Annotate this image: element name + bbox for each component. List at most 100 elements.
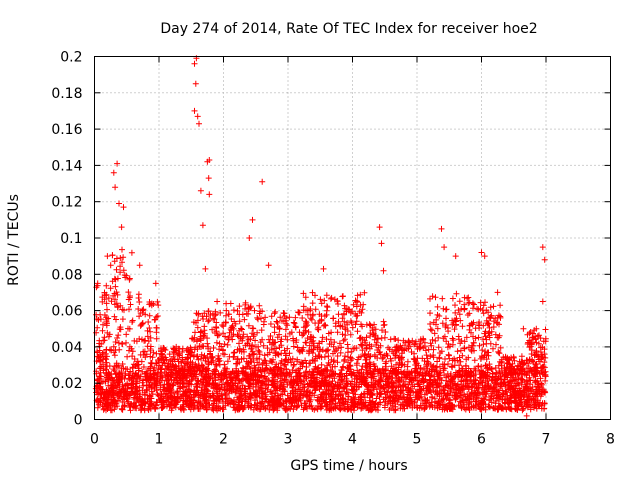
data-point [153, 324, 160, 331]
data-point [136, 313, 143, 320]
data-point [376, 224, 383, 231]
data-point [101, 337, 108, 344]
data-point [284, 322, 291, 329]
data-point [339, 378, 346, 385]
data-point [441, 405, 448, 412]
data-point [129, 317, 136, 324]
data-point [515, 380, 522, 387]
data-point [97, 384, 104, 391]
data-point [280, 399, 287, 405]
data-point [462, 396, 469, 403]
data-point [119, 246, 125, 253]
data-point [258, 400, 264, 407]
data-point [201, 398, 208, 405]
data-point [128, 249, 135, 256]
data-point [456, 392, 463, 399]
data-point [140, 382, 147, 389]
data-point [95, 376, 101, 383]
data-point [314, 406, 321, 413]
x-axis-label: GPS time / hours [290, 458, 407, 474]
data-point [259, 178, 266, 185]
data-point [108, 298, 115, 305]
data-point [374, 404, 381, 410]
data-point [503, 406, 510, 413]
data-point [388, 374, 395, 381]
data-point [515, 402, 522, 408]
data-point [210, 345, 217, 351]
data-point [350, 390, 357, 397]
data-point [289, 387, 296, 394]
data-point [471, 357, 478, 364]
data-point [116, 200, 122, 207]
data-point [378, 240, 385, 247]
data-point [505, 382, 512, 389]
data-point [111, 378, 118, 385]
data-point [482, 401, 489, 408]
data-point [171, 402, 178, 409]
data-point [145, 377, 152, 384]
data-point [107, 262, 114, 269]
data-point [190, 402, 197, 409]
y-tick-label: 0.08 [51, 267, 82, 283]
data-point [454, 348, 461, 355]
data-point [542, 326, 549, 333]
data-point [466, 399, 473, 406]
data-point [492, 400, 499, 407]
data-point [247, 394, 254, 401]
data-point [182, 391, 189, 398]
data-point [106, 371, 113, 378]
data-point [220, 375, 227, 382]
data-point [241, 404, 248, 411]
x-tick-label: 5 [413, 432, 422, 448]
data-point [203, 404, 210, 411]
data-point [472, 376, 479, 383]
data-point [119, 383, 126, 390]
data-point [120, 254, 127, 261]
data-point [538, 391, 545, 398]
data-point [501, 376, 508, 382]
data-point [119, 316, 126, 323]
data-point [316, 386, 323, 393]
data-point [392, 336, 399, 342]
data-point [497, 376, 504, 383]
data-point [449, 295, 456, 302]
data-point [363, 345, 370, 352]
data-point [352, 401, 358, 408]
data-point [490, 404, 497, 411]
data-point [116, 392, 123, 399]
data-point [481, 253, 488, 260]
data-point [427, 326, 434, 333]
data-point [431, 330, 438, 337]
y-tick-label: 0.12 [51, 195, 82, 211]
data-point [321, 353, 328, 360]
data-point [519, 407, 526, 414]
data-point [427, 376, 433, 383]
data-point [213, 339, 220, 346]
data-point [125, 400, 132, 407]
data-point [477, 390, 483, 397]
data-point [492, 331, 499, 338]
data-point [532, 379, 539, 386]
data-point [414, 389, 421, 396]
data-point [197, 187, 204, 194]
data-point [302, 400, 309, 407]
data-point [512, 388, 519, 395]
data-point [451, 392, 458, 399]
data-point [323, 303, 330, 310]
data-point [171, 374, 178, 381]
data-point [250, 389, 257, 396]
data-point [439, 401, 446, 408]
data-point [239, 382, 246, 389]
data-point [494, 289, 501, 296]
data-point [312, 387, 319, 394]
data-point [349, 387, 356, 394]
data-point [471, 387, 478, 394]
data-point [272, 308, 279, 315]
data-point [469, 383, 476, 390]
chart-title: Day 274 of 2014, Rate Of TEC Index for r… [160, 21, 537, 37]
data-point [209, 406, 216, 413]
data-point [152, 401, 159, 408]
data-point [385, 398, 392, 405]
data-point [291, 402, 298, 409]
data-point [318, 375, 325, 382]
